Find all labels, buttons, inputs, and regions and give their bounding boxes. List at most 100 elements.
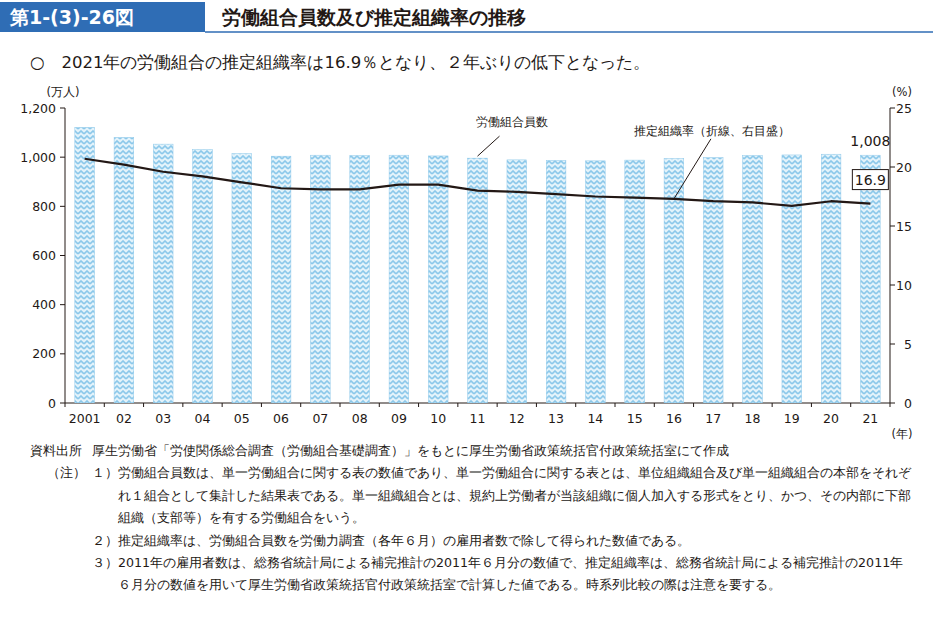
note-number: ２） bbox=[92, 530, 118, 552]
bar bbox=[75, 127, 95, 403]
y-tick bbox=[60, 255, 65, 256]
header-rule bbox=[205, 31, 933, 33]
bar bbox=[350, 155, 370, 403]
title: 労働組合員数及び推定組織率の推移 bbox=[222, 6, 526, 28]
y2-tick bbox=[890, 108, 895, 109]
x-tick bbox=[418, 403, 419, 407]
series-callout: 推定組織率（折線、右目盛） bbox=[634, 124, 790, 138]
x-tick bbox=[143, 403, 144, 407]
bar bbox=[861, 155, 881, 403]
bar bbox=[821, 154, 841, 403]
x-tick bbox=[772, 403, 773, 407]
note: ３）2011年の雇用者数は、総務省統計局による補完推計の2011年６月分の数値で… bbox=[92, 552, 915, 597]
x-tick bbox=[300, 403, 301, 407]
y2-tick-label: 10 bbox=[896, 278, 912, 293]
x-tick-label: 2001 bbox=[69, 411, 101, 426]
figure-number: 第1-(3)-26図 bbox=[9, 6, 134, 28]
x-tick-label: 14 bbox=[587, 411, 603, 426]
x-tick bbox=[497, 403, 498, 407]
x-tick bbox=[575, 403, 576, 407]
x-tick-label: 08 bbox=[352, 411, 368, 426]
bar bbox=[193, 150, 213, 403]
x-tick-label: 10 bbox=[430, 411, 446, 426]
x-tick-label: 09 bbox=[391, 411, 407, 426]
bar bbox=[428, 156, 448, 403]
x-tick bbox=[732, 403, 733, 407]
y-tick-label: 1,000 bbox=[20, 150, 56, 165]
x-tick-label: 17 bbox=[705, 411, 721, 426]
y-tick-label: 400 bbox=[32, 297, 56, 312]
y2-tick bbox=[890, 226, 895, 227]
x-tick bbox=[654, 403, 655, 407]
x-tick-label: 13 bbox=[548, 411, 564, 426]
x-tick-label: 06 bbox=[273, 411, 289, 426]
y2-tick-label: 25 bbox=[896, 101, 912, 116]
y2-axis-label: (%) bbox=[892, 85, 912, 99]
plot-marks bbox=[75, 127, 880, 403]
x-tick bbox=[182, 403, 183, 407]
bar bbox=[546, 160, 566, 403]
bar bbox=[271, 156, 291, 403]
bar bbox=[507, 160, 527, 403]
x-tick-label: 16 bbox=[666, 411, 682, 426]
callout-line bbox=[674, 139, 711, 199]
line-value-box bbox=[852, 170, 888, 190]
y-tick-label: 600 bbox=[32, 248, 56, 263]
series-callout: 労働組合員数 bbox=[476, 115, 548, 129]
y2-tick-label: 5 bbox=[904, 337, 912, 352]
footer: 資料出所厚生労働省「労使関係総合調査（労働組合基礎調査）」をもとに厚生労働省政策… bbox=[30, 440, 915, 597]
x-tick-label: 11 bbox=[470, 411, 486, 426]
notes: １）労働組合員数は、単一労働組合に関する表の数値であり、単一労働組合に関する表と… bbox=[92, 462, 915, 596]
figure-number-box bbox=[0, 2, 205, 32]
rate-line bbox=[85, 159, 871, 206]
bar bbox=[743, 155, 763, 403]
bar bbox=[232, 154, 252, 403]
notes-label: （注） bbox=[30, 462, 92, 596]
y-tick-label: 200 bbox=[32, 346, 56, 361]
bar bbox=[153, 144, 173, 403]
note: ２）推定組織率は、労働組合員数を労働力調査（各年６月）の雇用者数で除して得られた… bbox=[92, 530, 915, 552]
y-tick bbox=[60, 304, 65, 305]
y2-tick bbox=[890, 285, 895, 286]
y2-tick-label: 15 bbox=[896, 219, 912, 234]
bar bbox=[468, 158, 488, 403]
source-row: 資料出所厚生労働省「労使関係総合調査（労働組合基礎調査）」をもとに厚生労働省政策… bbox=[30, 440, 915, 462]
x-tick bbox=[850, 403, 851, 407]
bar bbox=[311, 155, 331, 403]
x-tick bbox=[890, 403, 891, 407]
x-tick bbox=[811, 403, 812, 407]
y-tick bbox=[60, 353, 65, 354]
x-tick-label: 05 bbox=[234, 411, 250, 426]
note-number: １） bbox=[92, 462, 118, 529]
x-tick-label: 12 bbox=[509, 411, 525, 426]
y2-tick bbox=[890, 344, 895, 345]
bar bbox=[389, 155, 409, 403]
bar bbox=[703, 158, 723, 403]
x-tick bbox=[615, 403, 616, 407]
source-label: 資料出所 bbox=[30, 440, 92, 462]
note-text: 労働組合員数は、単一労働組合に関する表の数値であり、単一労働組合に関する表とは、… bbox=[118, 462, 915, 529]
note-text: 推定組織率は、労働組合員数を労働力調査（各年６月）の雇用者数で除して得られた数値… bbox=[118, 530, 915, 552]
x-tick bbox=[222, 403, 223, 407]
x-tick bbox=[536, 403, 537, 407]
y-tick bbox=[60, 157, 65, 158]
y-axis-label: (万人) bbox=[47, 85, 80, 99]
y-tick bbox=[60, 108, 65, 109]
notes-row: （注）１）労働組合員数は、単一労働組合に関する表の数値であり、単一労働組合に関す… bbox=[30, 462, 915, 596]
line-value-label: 16.9 bbox=[855, 172, 886, 188]
y-tick bbox=[60, 403, 65, 404]
y-tick-label: 0 bbox=[48, 396, 56, 411]
x-tick bbox=[340, 403, 341, 407]
x-tick-label: 18 bbox=[745, 411, 761, 426]
chart: 第1-(3)-26図労働組合員数及び推定組織率の推移○ 2021年の労働組合の推… bbox=[0, 0, 933, 440]
y2-tick bbox=[890, 167, 895, 168]
note-number: ３） bbox=[92, 552, 118, 597]
y2-axis-line bbox=[890, 108, 891, 403]
x-tick-label: 07 bbox=[312, 411, 328, 426]
x-tick-label: 21 bbox=[862, 411, 878, 426]
y2-tick-label: 0 bbox=[904, 396, 912, 411]
y2-tick-label: 20 bbox=[896, 160, 912, 175]
x-tick bbox=[261, 403, 262, 407]
x-tick bbox=[379, 403, 380, 407]
x-tick-label: 02 bbox=[116, 411, 132, 426]
